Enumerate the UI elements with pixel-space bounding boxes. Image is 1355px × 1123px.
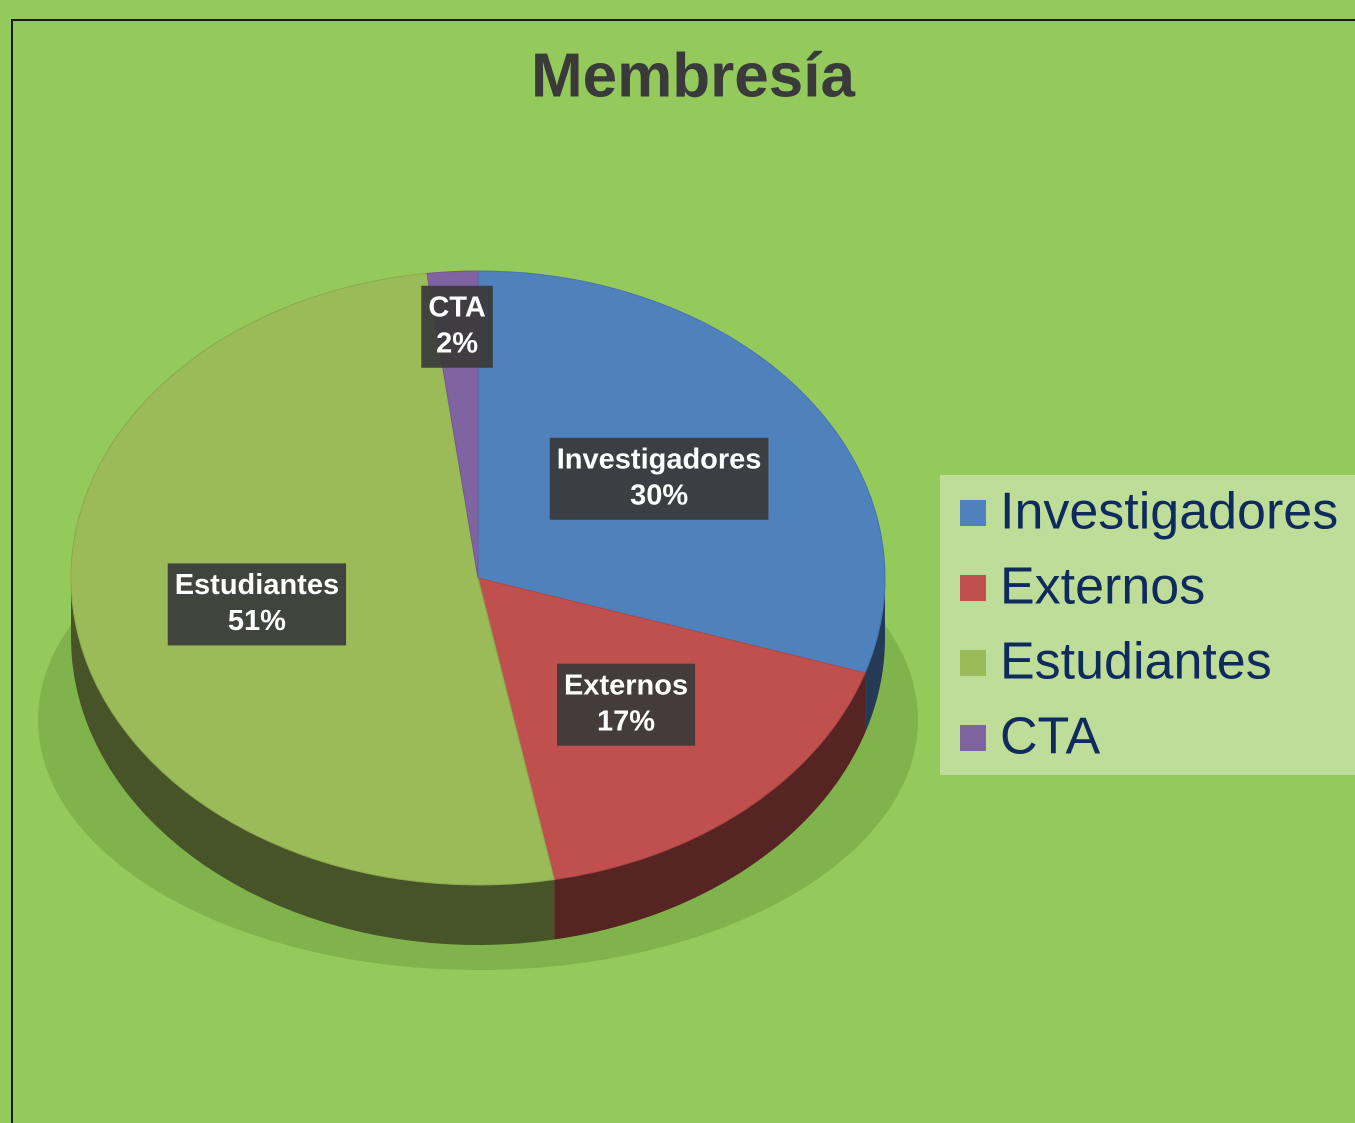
data-label-value: 17% [597, 705, 655, 737]
data-label-value: 30% [630, 479, 688, 511]
legend-swatch [960, 725, 986, 751]
data-label-box [421, 285, 493, 368]
data-label-box [549, 437, 769, 520]
data-label-box [556, 663, 696, 746]
legend-swatch [960, 650, 986, 676]
data-label-value: 51% [228, 605, 286, 637]
data-label-value: 2% [436, 327, 478, 359]
legend-swatch [960, 500, 986, 526]
slice-side [865, 578, 885, 733]
chart-title: Membresía [531, 41, 855, 110]
legend-label: Estudiantes [1000, 633, 1272, 691]
legend-box [940, 475, 1355, 775]
slice-side [554, 672, 866, 940]
data-label: CTA 2% [421, 285, 493, 368]
legend-label: Externos [1000, 558, 1205, 616]
data-label: Externos 17% [556, 663, 696, 746]
frame [11, 19, 1355, 1123]
data-label: Estudiantes 51% [167, 563, 347, 646]
data-label-box [167, 563, 347, 646]
data-label: Investigadores 30% [549, 437, 769, 520]
data-label-name: Investigadores [557, 443, 762, 475]
legend-label: Investigadores [1000, 483, 1338, 541]
data-label-name: CTA [428, 291, 486, 323]
data-label-name: Externos [564, 669, 688, 701]
slice-side [71, 578, 555, 945]
legend-swatch [960, 575, 986, 601]
legend-label: CTA [1000, 708, 1100, 766]
data-label-name: Estudiantes [175, 569, 339, 601]
